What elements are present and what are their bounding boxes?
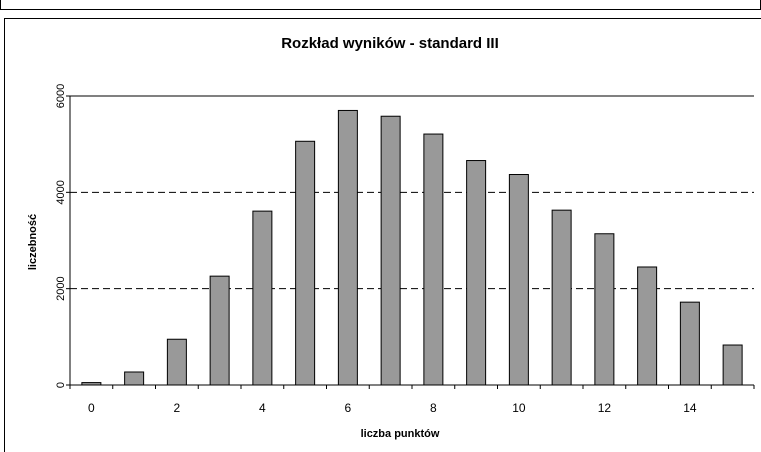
bar (551, 209, 572, 386)
bar (124, 371, 145, 386)
chart-frame (4, 18, 761, 452)
bar (295, 140, 316, 386)
bar (722, 344, 743, 386)
y-tick-label: 4000 (55, 180, 67, 204)
y-tick-label: 6000 (55, 84, 67, 108)
x-tick-label: 6 (345, 401, 352, 415)
bar (508, 174, 529, 386)
axes (66, 95, 755, 389)
y-tick-label: 0 (55, 382, 67, 388)
x-axis-label: liczba punktów (361, 428, 440, 440)
bar (337, 109, 358, 386)
bar (637, 266, 658, 386)
y-tick-labels: 0 2000 4000 6000 (55, 84, 67, 388)
x-tick-label: 12 (598, 401, 612, 415)
bar (423, 133, 444, 386)
y-tick-label: 2000 (55, 276, 67, 300)
bar (166, 338, 187, 386)
bar (380, 115, 401, 386)
chart-title: Rozkład wyników - standard III (281, 35, 499, 52)
x-tick-label: 2 (174, 401, 181, 415)
bar (209, 275, 230, 386)
y-axis-label: liczebność (27, 214, 39, 270)
x-tick-label: 10 (512, 401, 526, 415)
bar (252, 210, 273, 386)
bar (466, 160, 487, 386)
bar (679, 301, 700, 386)
bars (81, 109, 743, 386)
gridlines (70, 95, 754, 290)
x-tick-label: 0 (88, 401, 95, 415)
x-tick-label: 4 (259, 401, 266, 415)
x-tick-label: 14 (683, 401, 697, 415)
bar (594, 233, 615, 386)
x-tick-labels: 0 2 4 6 8 10 12 14 (88, 401, 697, 415)
x-tick-label: 8 (430, 401, 437, 415)
